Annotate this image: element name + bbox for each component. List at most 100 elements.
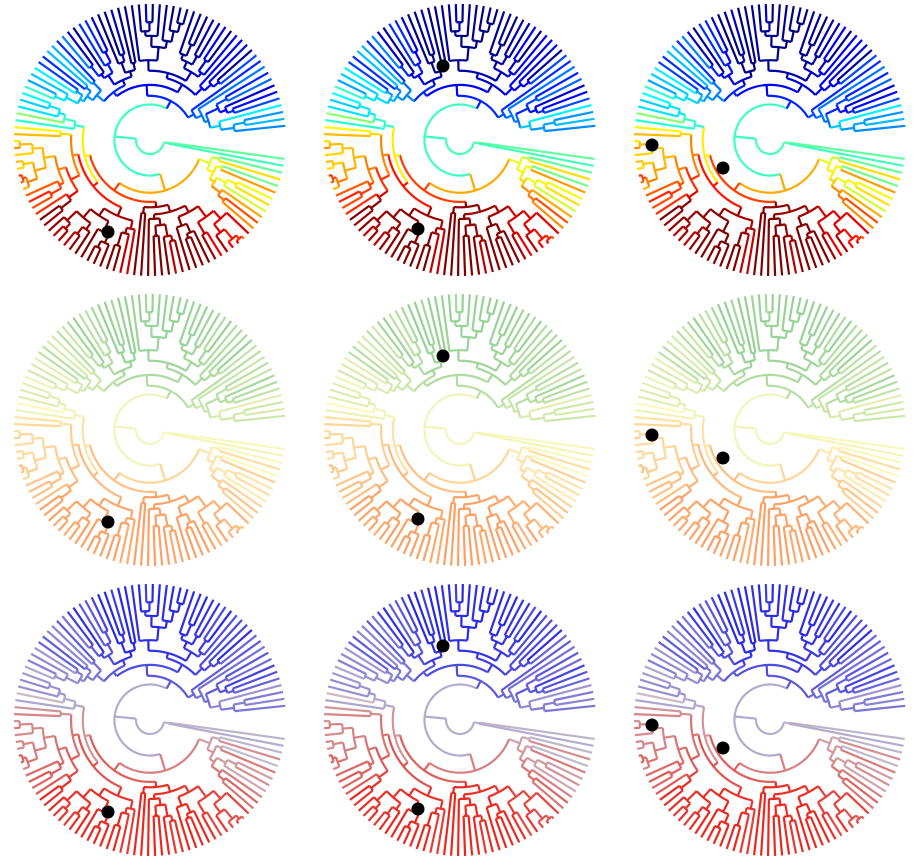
branch bbox=[395, 376, 402, 383]
branch bbox=[121, 659, 127, 666]
branch bbox=[508, 619, 553, 667]
branch bbox=[844, 664, 895, 688]
tree-panel bbox=[633, 4, 906, 277]
branch bbox=[466, 4, 471, 37]
branch bbox=[402, 828, 412, 845]
branch bbox=[507, 645, 576, 690]
branch bbox=[659, 204, 681, 221]
branch bbox=[683, 521, 696, 537]
branch bbox=[817, 645, 886, 690]
branch bbox=[642, 91, 671, 105]
branch bbox=[324, 152, 344, 157]
branch bbox=[79, 98, 85, 103]
branch bbox=[528, 739, 591, 761]
branch bbox=[666, 340, 709, 377]
branch bbox=[650, 72, 689, 96]
branch bbox=[189, 526, 204, 556]
branch bbox=[663, 444, 676, 449]
branch bbox=[233, 701, 245, 706]
branch bbox=[495, 71, 503, 82]
branch bbox=[191, 55, 198, 66]
branch bbox=[644, 375, 675, 390]
branch bbox=[219, 736, 283, 754]
branch bbox=[52, 225, 64, 237]
branch bbox=[116, 7, 133, 64]
branch bbox=[173, 529, 184, 563]
branch bbox=[60, 712, 72, 716]
branch bbox=[431, 634, 436, 642]
branch bbox=[681, 35, 711, 69]
branch bbox=[537, 77, 582, 102]
branch bbox=[474, 224, 479, 237]
branch bbox=[429, 813, 440, 853]
branch bbox=[84, 733, 91, 738]
branch bbox=[426, 811, 433, 826]
branch bbox=[515, 397, 529, 406]
branch bbox=[805, 624, 813, 637]
branch bbox=[855, 814, 860, 820]
branch bbox=[650, 652, 689, 676]
branch bbox=[96, 94, 105, 103]
branch bbox=[863, 690, 904, 702]
branch bbox=[688, 234, 701, 251]
branch bbox=[198, 619, 243, 667]
branch bbox=[839, 398, 847, 404]
branch bbox=[637, 685, 679, 698]
branch bbox=[681, 615, 711, 649]
branch bbox=[436, 229, 446, 275]
branch bbox=[86, 245, 97, 262]
branch bbox=[37, 61, 79, 91]
branch bbox=[212, 500, 222, 510]
branch bbox=[380, 464, 390, 471]
branch bbox=[164, 620, 169, 629]
branch bbox=[376, 611, 404, 646]
branch bbox=[817, 495, 827, 508]
branch bbox=[54, 675, 66, 682]
branch bbox=[341, 775, 363, 790]
branch bbox=[671, 624, 713, 665]
branch bbox=[847, 241, 854, 249]
branch bbox=[219, 108, 227, 114]
branch bbox=[206, 811, 223, 837]
branch bbox=[395, 666, 402, 673]
branch bbox=[487, 506, 493, 517]
branch bbox=[654, 356, 697, 385]
branch bbox=[20, 180, 25, 184]
branch bbox=[655, 773, 688, 796]
branch bbox=[688, 480, 699, 489]
branch bbox=[824, 699, 829, 704]
branch bbox=[782, 816, 791, 855]
branch bbox=[116, 496, 123, 507]
branch bbox=[478, 722, 594, 747]
branch bbox=[793, 529, 804, 563]
branch bbox=[358, 796, 375, 812]
branch bbox=[830, 414, 841, 419]
branch bbox=[342, 436, 353, 440]
branch bbox=[841, 164, 899, 188]
branch bbox=[48, 796, 65, 812]
branch bbox=[692, 443, 699, 447]
branch bbox=[805, 813, 810, 819]
branch bbox=[378, 480, 389, 489]
branch bbox=[16, 692, 64, 704]
branch bbox=[836, 454, 842, 459]
branch bbox=[434, 807, 438, 814]
branch bbox=[438, 650, 443, 658]
branch bbox=[224, 664, 275, 688]
branch bbox=[440, 585, 451, 642]
branch bbox=[684, 407, 696, 413]
branch bbox=[344, 66, 387, 95]
branch bbox=[212, 81, 220, 88]
branch bbox=[504, 377, 513, 386]
branch bbox=[833, 803, 842, 814]
branch bbox=[56, 40, 96, 82]
branch bbox=[72, 733, 79, 737]
branch bbox=[14, 706, 61, 713]
branch bbox=[528, 159, 591, 181]
branch bbox=[741, 344, 746, 352]
branch bbox=[374, 117, 386, 123]
branch bbox=[177, 796, 183, 807]
branch bbox=[168, 722, 284, 747]
branch bbox=[800, 54, 805, 60]
branch bbox=[466, 337, 470, 351]
